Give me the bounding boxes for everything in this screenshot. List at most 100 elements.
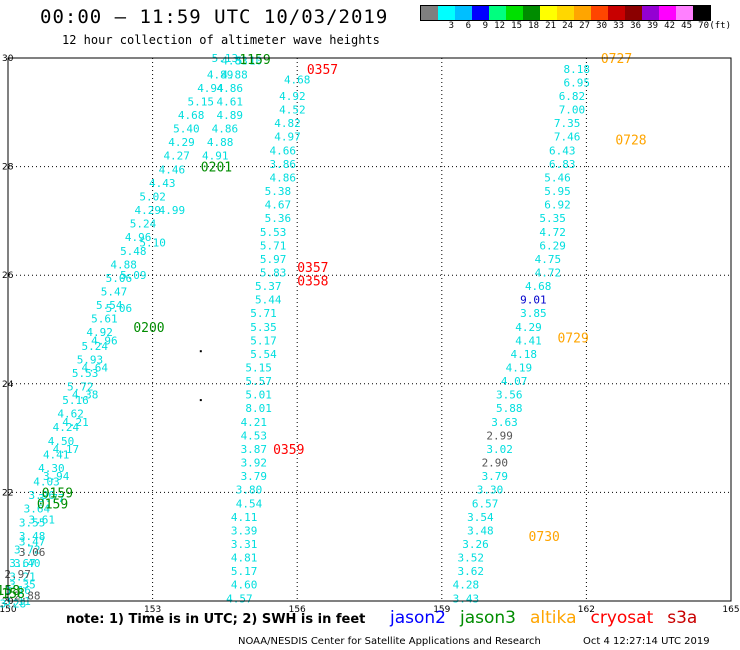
data-dot <box>199 399 202 402</box>
swh-label: 4.94 <box>197 82 224 95</box>
swh-label: 5.38 <box>265 185 292 198</box>
swh-label: 3.40 <box>14 557 41 570</box>
pass-time-label: 0158 <box>0 587 25 602</box>
swh-label: 5.02 <box>139 190 166 203</box>
swh-label: 4.61 <box>216 95 243 108</box>
swh-label: 5.93 <box>77 353 104 366</box>
swh-label: 5.44 <box>255 294 282 307</box>
color-scale-label: 36 <box>630 21 641 31</box>
swh-label: 3.06 <box>19 546 46 559</box>
swh-label: 5.10 <box>139 237 166 250</box>
mission-label: altika <box>530 608 577 628</box>
color-scale-swatch <box>523 6 540 20</box>
page-subtitle: 12 hour collection of altimeter wave hei… <box>62 33 380 47</box>
color-scale-swatch <box>591 6 608 20</box>
swh-label: 9.01 <box>520 294 547 307</box>
data-marks: 5.104.684.924.524.824.974.663.864.865.38… <box>0 52 647 611</box>
swh-label: 5.40 <box>173 123 200 136</box>
swh-label: 4.19 <box>506 362 533 375</box>
mission-legend: jason2 jason3 altika cryosat s3a <box>390 608 697 628</box>
pass-time-label: 0730 <box>529 530 560 545</box>
swh-label: 4.92 <box>86 326 113 339</box>
swh-label: 4.11 <box>231 511 258 524</box>
color-scale-swatch <box>421 6 438 20</box>
color-scale-label: 18 <box>528 21 539 31</box>
swh-label: 6.43 <box>549 144 576 157</box>
swh-label: 4.68 <box>525 280 552 293</box>
swh-label: 3.62 <box>457 565 484 578</box>
data-dot <box>199 350 202 353</box>
swh-label: 4.18 <box>510 348 537 361</box>
color-scale-swatch <box>540 6 557 20</box>
swh-label: 4.91 <box>202 150 229 163</box>
swh-label: 4.46 <box>159 163 186 176</box>
swh-label: 5.36 <box>265 212 292 225</box>
pass-time-label: 0201 <box>201 161 232 176</box>
color-scale-unit: (ft) <box>709 21 731 31</box>
pass-time-label: 0727 <box>601 52 632 67</box>
swh-label: 5.97 <box>260 253 287 266</box>
swh-label: 5.24 <box>130 218 157 231</box>
swh-label: 7.46 <box>554 131 581 144</box>
swh-label: 3.48 <box>467 524 494 537</box>
swh-label: 4.07 <box>501 375 528 388</box>
swh-label: 3.35 <box>9 579 36 592</box>
swh-label: 5.46 <box>544 171 571 184</box>
color-scale-label: 33 <box>613 21 624 31</box>
swh-label: 4.88 <box>207 136 234 149</box>
pass-time-label: 0357 <box>307 63 338 78</box>
color-scale-swatch <box>506 6 523 20</box>
mission-label: jason3 <box>460 608 516 628</box>
swh-label: 4.29 <box>135 204 162 217</box>
swh-label: 4.86 <box>212 123 239 136</box>
swh-label: 3.61 <box>28 514 55 527</box>
swh-label: 4.03 <box>33 476 60 489</box>
color-scale-swatch <box>642 6 659 20</box>
swh-label: 3.87 <box>241 443 268 456</box>
swh-label: 5.37 <box>255 280 282 293</box>
swh-label: 5.95 <box>544 185 571 198</box>
swh-label: 7.00 <box>559 104 586 117</box>
swh-label: 4.62 <box>57 408 84 421</box>
swh-label: 3.54 <box>467 511 494 524</box>
swh-label: 4.81 <box>231 552 258 565</box>
swh-label: 3.85 <box>520 307 547 320</box>
color-scale-label: 21 <box>545 21 556 31</box>
color-scale-label: 12 <box>494 21 505 31</box>
plot-border <box>7 57 732 602</box>
swh-label: 4.29 <box>515 321 542 334</box>
swh-label: 5.17 <box>250 334 277 347</box>
swh-label: 5.53 <box>260 226 287 239</box>
swh-label: 2.99 <box>486 429 513 442</box>
swh-label: 4.41 <box>43 448 70 461</box>
swh-label: 3.96 <box>28 489 55 502</box>
swh-label: 5.54 <box>96 299 123 312</box>
y-tick-label: 20 <box>2 597 14 607</box>
swh-label: 3.39 <box>231 524 258 537</box>
color-scale-bar <box>420 5 711 21</box>
swh-label: 3.43 <box>453 592 480 605</box>
pass-time-label: 0159 <box>42 486 73 501</box>
swh-label: 4.82 <box>274 117 301 130</box>
swh-label: 6.82 <box>559 90 586 103</box>
x-tick-label: 156 <box>289 605 306 615</box>
color-scale-swatch <box>489 6 506 20</box>
swh-label: 6.95 <box>564 76 591 89</box>
color-scale-swatch <box>455 6 472 20</box>
swh-label: 5.71 <box>260 239 287 252</box>
swh-label: 3.31 <box>231 538 258 551</box>
swh-label: 4.21 <box>241 416 268 429</box>
swh-label: 5.35 <box>250 321 277 334</box>
swh-label: 5.06 <box>106 302 133 315</box>
color-scale-label: 24 <box>562 21 573 31</box>
swh-label: 5.53 <box>72 367 99 380</box>
swh-label: 5.15 <box>188 95 215 108</box>
color-scale-label: 42 <box>664 21 675 31</box>
swh-label: 5.72 <box>67 381 94 394</box>
swh-label: 4.29 <box>168 136 195 149</box>
swh-label: 4.54 <box>236 497 263 510</box>
units-note: note: 1) Time is in UTC; 2) SWH is in fe… <box>66 612 366 627</box>
swh-label: 4.92 <box>279 90 306 103</box>
swh-label: 3.72 <box>14 543 41 556</box>
swh-label: 3.79 <box>482 470 509 483</box>
